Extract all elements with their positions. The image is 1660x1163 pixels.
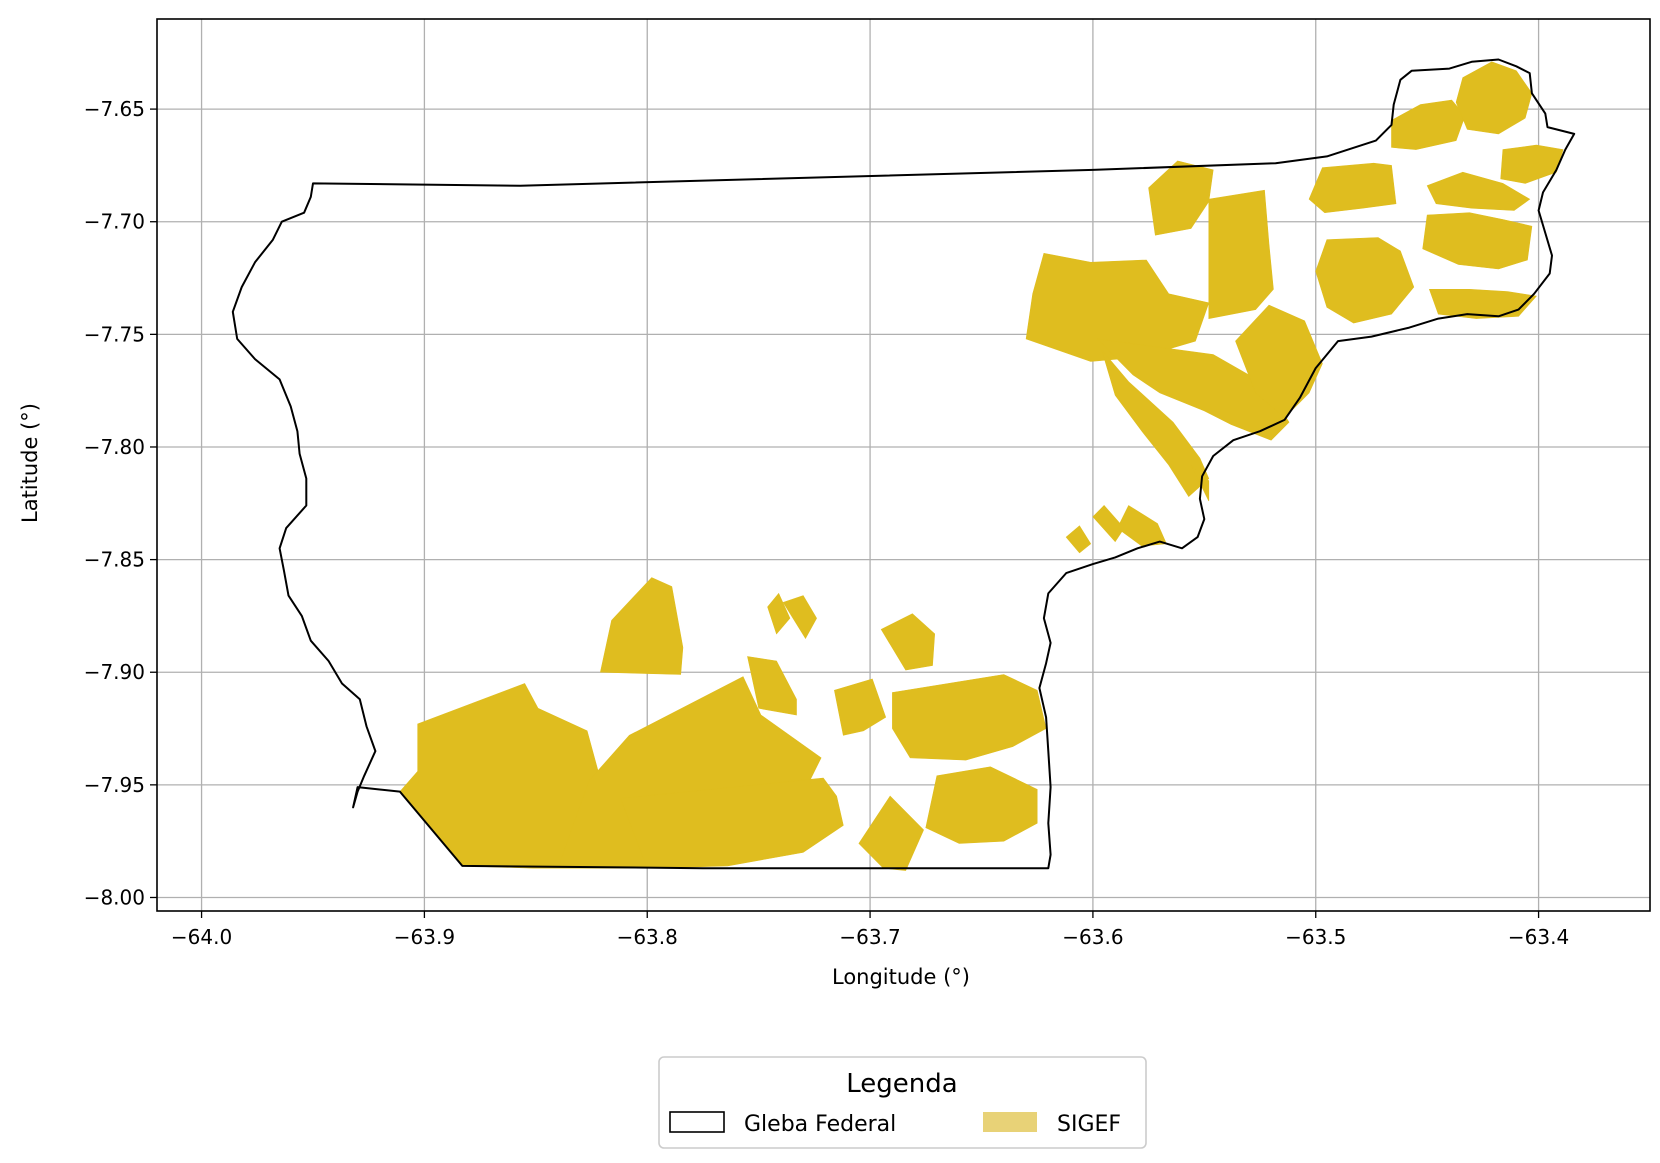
y-tick-label: −7.80 [84,435,145,459]
sigef-parcel [892,674,1047,761]
x-axis-title: Longitude (°) [832,965,970,989]
sigef-parcel [1422,212,1533,270]
sigef-parcel [1235,304,1323,419]
sigef-layer [399,61,1564,871]
sigef-parcel [1096,338,1290,441]
y-axis-ticks: −7.65 −7.70 −7.75 −7.80 −7.85 −7.90 −7.95 −8.00 [84,97,157,909]
legend: Legenda Gleba Federal SIGEF [658,1056,1147,1149]
sigef-parcel [1455,61,1533,135]
y-tick-label: −7.85 [84,548,145,572]
gleba-federal-layer [231,58,1576,870]
x-axis-ticks: −64.0 −63.9 −63.8 −63.7 −63.6 −63.5 −63.4 [171,911,1569,949]
sigef-parcel [1428,288,1537,319]
x-tick-label: −63.4 [1508,925,1569,949]
y-tick-label: −7.70 [84,210,145,234]
x-tick-label: −63.7 [839,925,900,949]
sigef-parcel [1500,144,1564,184]
legend-sigef-swatch [983,1112,1037,1132]
y-tick-label: −7.65 [84,97,145,121]
x-tick-label: −63.8 [617,925,678,949]
sigef-parcel [1101,349,1210,497]
sigef-parcel [767,592,791,635]
y-tick-label: −7.95 [84,773,145,797]
x-tick-label: −63.6 [1062,925,1123,949]
y-tick-label: −8.00 [84,885,145,909]
sigef-parcel [1315,237,1415,324]
y-tick-label: −7.75 [84,322,145,346]
gleba-federal-boundary [231,58,1576,870]
sigef-parcel [747,656,797,716]
legend-gleba-label: Gleba Federal [744,1112,896,1137]
x-tick-label: −63.5 [1285,925,1346,949]
sigef-parcel [782,595,817,639]
sigef-parcel [1208,189,1274,319]
sigef-parcel [925,766,1038,844]
sigef-parcel [1391,99,1466,150]
plot-frame [156,18,1651,912]
sigef-parcel [1190,464,1210,502]
legend-gleba-swatch [669,1111,725,1133]
sigef-parcel [880,613,936,671]
sigef-parcel [1092,505,1125,543]
y-axis-title: Latitude (°) [18,403,42,523]
legend-title: Legenda [846,1069,957,1099]
sigef-parcel [600,577,684,675]
sigef-parcel [1065,525,1092,554]
sigef-parcel [1426,171,1531,211]
y-tick-label: −7.90 [84,660,145,684]
sigef-parcel [858,795,924,871]
grid-lines [157,19,1650,911]
legend-sigef-label: SIGEF [1057,1112,1121,1137]
x-tick-label: −63.9 [394,925,455,949]
sigef-parcel [1148,160,1214,236]
sigef-parcel [1308,162,1397,214]
x-tick-label: −64.0 [171,925,232,949]
sigef-parcel [834,678,887,736]
sigef-parcel [1117,505,1167,547]
